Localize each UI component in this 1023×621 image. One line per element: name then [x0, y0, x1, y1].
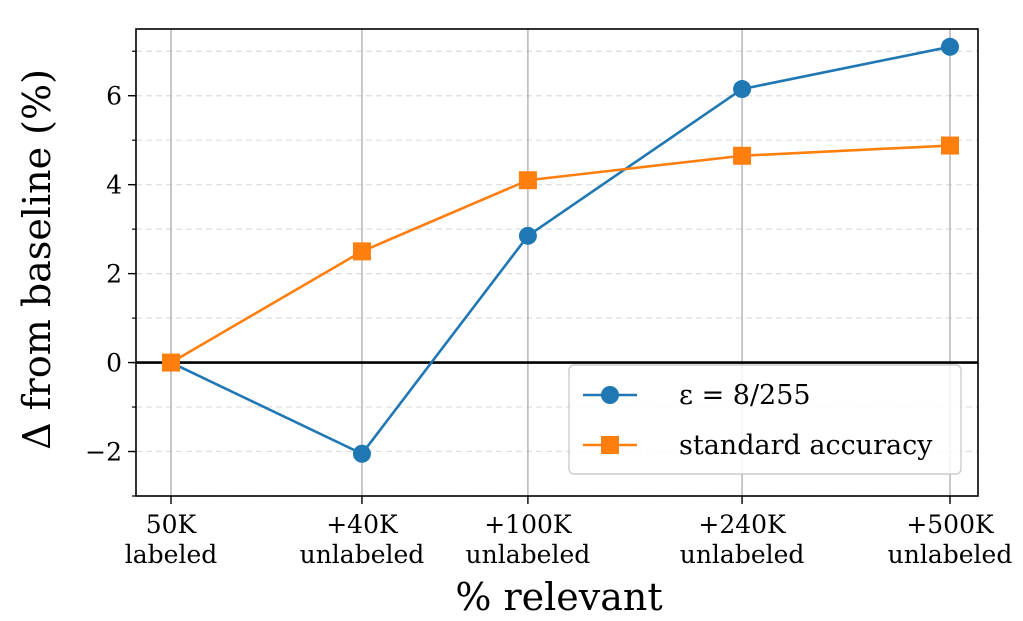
x-tick-label: +240K	[698, 510, 787, 539]
legend-label: standard accuracy	[679, 430, 933, 461]
y-tick-label: −2	[85, 438, 122, 467]
y-tick-label: 4	[106, 171, 122, 200]
data-point	[941, 136, 959, 155]
x-tick-label: +500K	[906, 510, 995, 539]
x-tick-label-sub: unlabeled	[466, 540, 591, 569]
data-point	[941, 37, 959, 56]
x-axis-title: % relevant	[455, 575, 662, 619]
x-tick-label: +100K	[484, 510, 573, 539]
legend-marker	[601, 386, 619, 404]
y-axis-title: Δ from baseline (%)	[15, 69, 59, 450]
y-tick-label: 6	[106, 82, 122, 111]
legend-marker	[601, 436, 619, 454]
y-tick-label: 0	[106, 349, 122, 378]
legend-item: standard accuracy	[583, 430, 933, 461]
legend-label: ε = 8/255	[679, 380, 811, 411]
y-tick-label: 2	[106, 260, 122, 289]
data-point	[518, 171, 537, 190]
series-2	[162, 136, 959, 372]
x-tick-label-sub: unlabeled	[300, 540, 425, 569]
x-tick-label-sub: unlabeled	[888, 540, 1013, 569]
data-point	[352, 242, 371, 261]
data-point	[733, 146, 752, 165]
data-point	[518, 226, 537, 245]
x-tick-label-sub: unlabeled	[680, 540, 805, 569]
legend-box	[568, 364, 962, 475]
data-point	[162, 353, 180, 372]
series-line	[170, 144, 951, 364]
legend: ε = 8/255 standard accuracy	[568, 364, 962, 475]
axis-layer: −2024650Klabeled+40Kunlabeled+100Kunlabe…	[85, 50, 1013, 569]
x-tick-label-sub: labeled	[125, 540, 218, 569]
data-point	[733, 80, 752, 99]
series-layer	[162, 37, 959, 463]
x-tick-label: +40K	[326, 510, 399, 539]
x-tick-label: 50K	[146, 510, 198, 539]
plot-frame	[135, 28, 979, 497]
legend-item: ε = 8/255	[583, 380, 811, 411]
data-point	[352, 444, 371, 463]
